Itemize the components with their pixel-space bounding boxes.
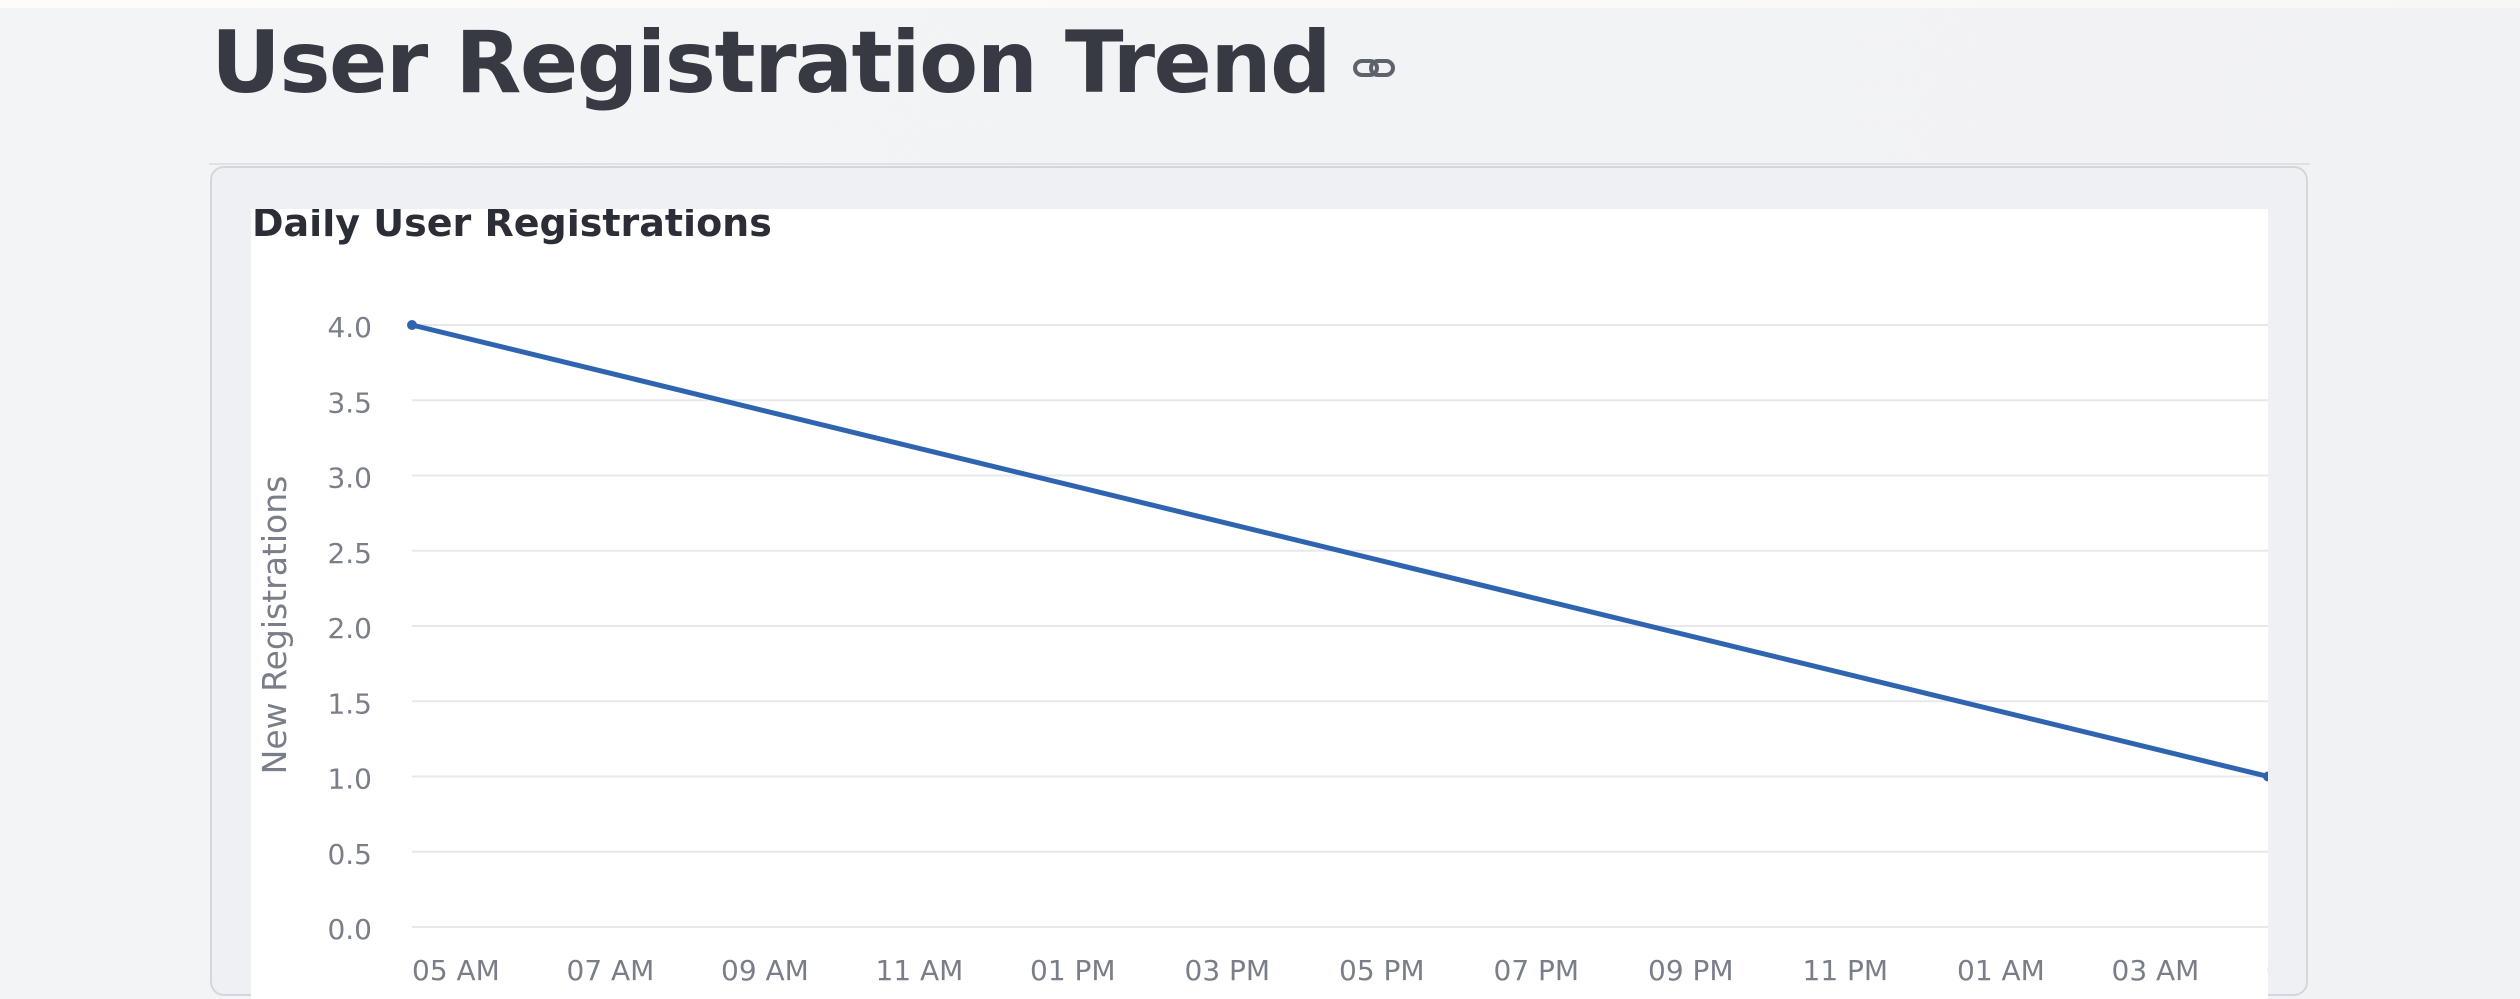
x-tick-label: 11 PM bbox=[1803, 954, 1889, 987]
y-tick-label: 1.0 bbox=[327, 763, 372, 796]
link-icon-glyph bbox=[1353, 59, 1396, 77]
y-tick-label: 0.0 bbox=[327, 913, 372, 946]
x-tick-label: 05 PM bbox=[1339, 954, 1425, 987]
series-layer bbox=[407, 320, 2268, 782]
x-tick-label: 07 PM bbox=[1494, 954, 1580, 987]
y-tick-label: 4.0 bbox=[327, 311, 372, 344]
line-chart: Daily User Registrations New Registratio… bbox=[252, 209, 2268, 987]
x-tick-label: 05 AM bbox=[412, 954, 500, 987]
data-point[interactable] bbox=[2263, 771, 2268, 782]
series-line bbox=[409, 322, 2268, 779]
x-tick-label: 07 AM bbox=[567, 954, 655, 987]
x-tick-label: 01 AM bbox=[1957, 954, 2045, 987]
y-tick-label: 2.5 bbox=[327, 537, 372, 570]
y-tick-label: 3.0 bbox=[327, 462, 372, 495]
x-tick-label: 09 AM bbox=[721, 954, 809, 987]
y-tick-label: 2.0 bbox=[327, 612, 372, 645]
y-tick-labels: 0.0 0.5 1.0 1.5 2.0 2.5 3.0 3.5 4.0 bbox=[327, 311, 372, 946]
y-tick-label: 0.5 bbox=[327, 838, 372, 871]
page-header: User Registration Trend bbox=[211, 8, 1396, 118]
page-title: User Registration Trend bbox=[211, 13, 1332, 113]
chart-canvas: Daily User Registrations New Registratio… bbox=[251, 209, 2268, 999]
x-tick-label: 01 PM bbox=[1030, 954, 1116, 987]
x-tick-label: 05 AM bbox=[2266, 954, 2268, 987]
x-tick-label: 03 AM bbox=[2112, 954, 2200, 987]
x-tick-label: 11 AM bbox=[876, 954, 964, 987]
y-tick-label: 1.5 bbox=[327, 687, 372, 720]
y-tick-label: 3.5 bbox=[327, 386, 372, 419]
data-point[interactable] bbox=[407, 320, 417, 330]
x-tick-label: 03 PM bbox=[1185, 954, 1271, 987]
top-decoration-strip bbox=[0, 0, 2520, 8]
chart-title: Daily User Registrations bbox=[252, 209, 772, 245]
x-tick-labels: 05 AM 07 AM 09 AM 11 AM 01 PM 03 PM 05 PM 07 PM… bbox=[412, 954, 2268, 987]
grid-lines bbox=[412, 324, 2268, 928]
header-divider bbox=[209, 163, 2310, 165]
x-tick-label: 09 PM bbox=[1648, 954, 1734, 987]
link-icon[interactable] bbox=[1352, 53, 1396, 83]
y-axis-label: New Registrations bbox=[255, 476, 294, 775]
